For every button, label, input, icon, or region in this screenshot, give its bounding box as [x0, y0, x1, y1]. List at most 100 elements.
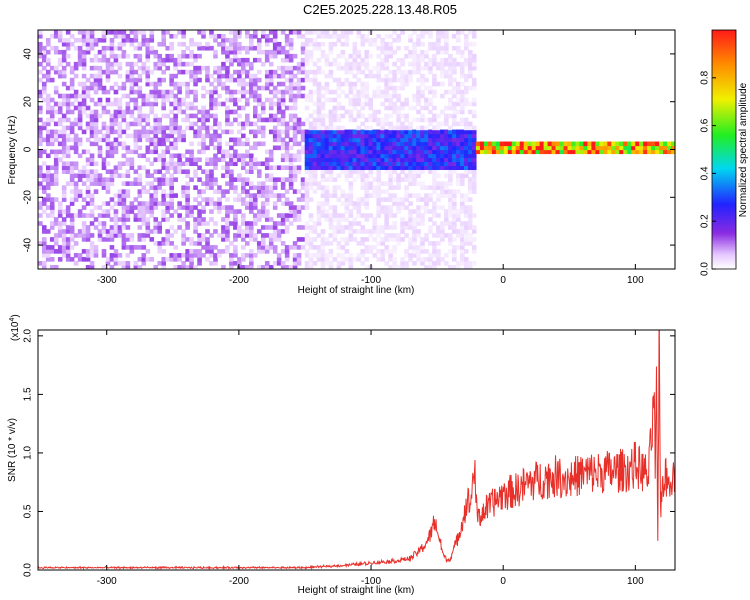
- heatmap-cell: [408, 201, 413, 206]
- heatmap-cell: [483, 141, 489, 147]
- heatmap-cell: [272, 30, 278, 35]
- heatmap-cell: [340, 257, 346, 262]
- heatmap-cell: [53, 137, 59, 143]
- heatmap-cell: [241, 233, 246, 238]
- heatmap-cell: [671, 149, 675, 155]
- heatmap-cell: [38, 153, 43, 159]
- heatmap-cell: [280, 153, 286, 159]
- heatmap-cell: [237, 141, 242, 147]
- heatmap-cell: [440, 165, 445, 171]
- heatmap-cell: [85, 189, 91, 194]
- heatmap-cell: [388, 129, 393, 135]
- heatmap-cell: [392, 165, 397, 171]
- heatmap-cell: [189, 257, 194, 262]
- heatmap-cell: [141, 125, 147, 131]
- heatmap-cell: [53, 45, 59, 51]
- heatmap-cell: [376, 157, 381, 163]
- heatmap-cell: [284, 129, 290, 135]
- heatmap-cell: [209, 137, 214, 143]
- heatmap-cell: [252, 77, 258, 83]
- heatmap-cell: [141, 209, 147, 214]
- heatmap-cell: [308, 217, 314, 222]
- heatmap-cell: [129, 37, 135, 43]
- heatmap-cell: [284, 201, 290, 206]
- heatmap-cell: [368, 53, 374, 59]
- heatmap-cell: [217, 253, 222, 258]
- heatmap-cell: [133, 37, 139, 43]
- heatmap-cell: [268, 233, 274, 238]
- heatmap-cell: [340, 41, 346, 47]
- heatmap-cell: [288, 205, 294, 210]
- heatmap-cell: [316, 185, 322, 190]
- heatmap-cell: [420, 30, 425, 35]
- heatmap-cell: [328, 205, 334, 210]
- heatmap-cell: [272, 185, 278, 190]
- heatmap-cell: [352, 217, 358, 222]
- heatmap-cell: [424, 129, 429, 135]
- heatmap-cell: [260, 101, 266, 107]
- heatmap-cell: [376, 169, 381, 174]
- heatmap-cell: [300, 77, 306, 83]
- heatmap-cell: [65, 41, 71, 47]
- heatmap-cell: [376, 45, 381, 51]
- heatmap-cell: [145, 65, 151, 71]
- heatmap-cell: [364, 197, 370, 202]
- heatmap-cell: [241, 93, 246, 99]
- heatmap-cell: [328, 149, 334, 155]
- heatmap-cell: [161, 153, 166, 159]
- heatmap-cell: [284, 245, 290, 250]
- heatmap-cell: [61, 81, 67, 87]
- heatmap-cell: [460, 237, 465, 242]
- heatmap-cell: [61, 53, 67, 59]
- heatmap-cell: [241, 221, 246, 226]
- heatmap-cell: [340, 157, 346, 163]
- heatmap-cell: [348, 133, 354, 139]
- heatmap-cell: [408, 137, 413, 143]
- heatmap-cell: [312, 133, 318, 139]
- heatmap-cell: [400, 141, 405, 147]
- heatmap-cell: [77, 53, 83, 59]
- heatmap-cell: [316, 161, 322, 167]
- heatmap-cell: [260, 193, 266, 198]
- heatmap-cell: [412, 161, 417, 167]
- heatmap-cell: [205, 145, 210, 151]
- heatmap-cell: [93, 73, 99, 79]
- heatmap-cell: [145, 49, 151, 55]
- heatmap-cell: [460, 253, 465, 258]
- heatmap-cell: [93, 133, 99, 139]
- heatmap-cell: [93, 161, 99, 167]
- heatmap-cell: [471, 53, 477, 59]
- heatmap-cell: [408, 221, 413, 226]
- heatmap-cell: [408, 77, 413, 83]
- heatmap-cell: [448, 265, 453, 269]
- heatmap-cell: [189, 161, 194, 167]
- heatmap-cell: [264, 173, 270, 178]
- heatmap-cell: [268, 61, 274, 67]
- heatmap-cell: [416, 153, 421, 159]
- heatmap-cell: [256, 49, 262, 55]
- heatmap-cell: [384, 81, 389, 87]
- heatmap-cell: [117, 105, 123, 111]
- heatmap-cell: [165, 217, 170, 222]
- heatmap-cell: [420, 261, 425, 266]
- heatmap-cell: [249, 181, 254, 186]
- heatmap-cell: [217, 233, 222, 238]
- heatmap-cell: [380, 253, 385, 258]
- heatmap-cell: [153, 101, 159, 107]
- heatmap-cell: [276, 101, 282, 107]
- heatmap-cell: [201, 245, 206, 250]
- heatmap-cell: [368, 149, 374, 155]
- heatmap-cell: [384, 93, 389, 99]
- heatmap-cell: [57, 157, 63, 163]
- heatmap-cell: [348, 213, 354, 218]
- heatmap-cell: [249, 73, 254, 79]
- heatmap-cell: [109, 129, 115, 135]
- heatmap-cell: [41, 253, 47, 258]
- heatmap-cell: [93, 245, 99, 250]
- heatmap-cell: [416, 197, 421, 202]
- heatmap-cell: [121, 181, 127, 186]
- heatmap-cell: [113, 213, 119, 218]
- heatmap-cell: [424, 125, 429, 131]
- heatmap-cell: [428, 261, 433, 266]
- heatmap-cell: [229, 205, 234, 210]
